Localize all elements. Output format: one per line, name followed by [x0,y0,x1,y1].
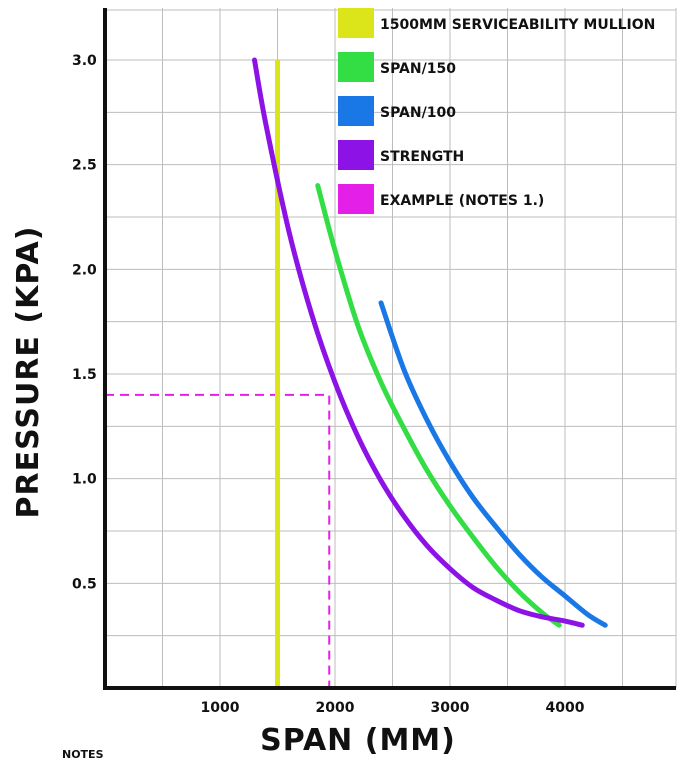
legend-item: STRENGTH [338,140,464,170]
legend-item: EXAMPLE (NOTES 1.) [338,184,544,214]
x-axis-title: SPAN (MM) [260,723,456,758]
y-tick-label: 2.5 [72,158,97,174]
y-tick-label: 1.5 [72,367,97,383]
legend-swatch [338,184,374,214]
series-line-span-150 [315,183,562,628]
legend-swatch [338,140,374,170]
series-layer [105,57,608,688]
series-line-strength [252,57,585,628]
series-line-example-notes-1 [105,393,331,688]
legend: 1500MM SERVICEABILITY MULLION SPAN/150 SPA… [338,8,655,214]
y-axis-title: PRESSURE (KPA) [11,226,46,519]
series-line-span-100 [378,300,608,628]
x-tick-label: 3000 [431,700,470,716]
x-tick-label: 2000 [316,700,355,716]
legend-item: SPAN/100 [338,96,456,126]
legend-swatch [338,96,374,126]
legend-label: SPAN/150 [380,61,456,77]
legend-item: SPAN/150 [338,52,456,82]
legend-label: STRENGTH [380,149,464,165]
y-tick-label: 0.5 [72,576,97,592]
axes [103,8,676,690]
legend-label: SPAN/100 [380,105,456,121]
legend-item: 1500MM SERVICEABILITY MULLION [338,8,655,38]
x-tick-label: 1000 [201,700,240,716]
grid [105,8,677,688]
footer-note: NOTES [62,748,104,761]
y-tick-label: 3.0 [72,53,97,69]
legend-swatch [338,52,374,82]
y-tick-label: 1.0 [72,472,97,488]
y-tick-label: 2.0 [72,262,97,278]
x-tick-label: 4000 [546,700,585,716]
tick-labels: 1000 2000 3000 4000 0.5 1.0 1.5 2.0 2.5 3.0 [72,53,585,716]
legend-label: 1500MM SERVICEABILITY MULLION [380,17,655,33]
legend-label: EXAMPLE (NOTES 1.) [380,193,544,209]
legend-swatch [338,8,374,38]
